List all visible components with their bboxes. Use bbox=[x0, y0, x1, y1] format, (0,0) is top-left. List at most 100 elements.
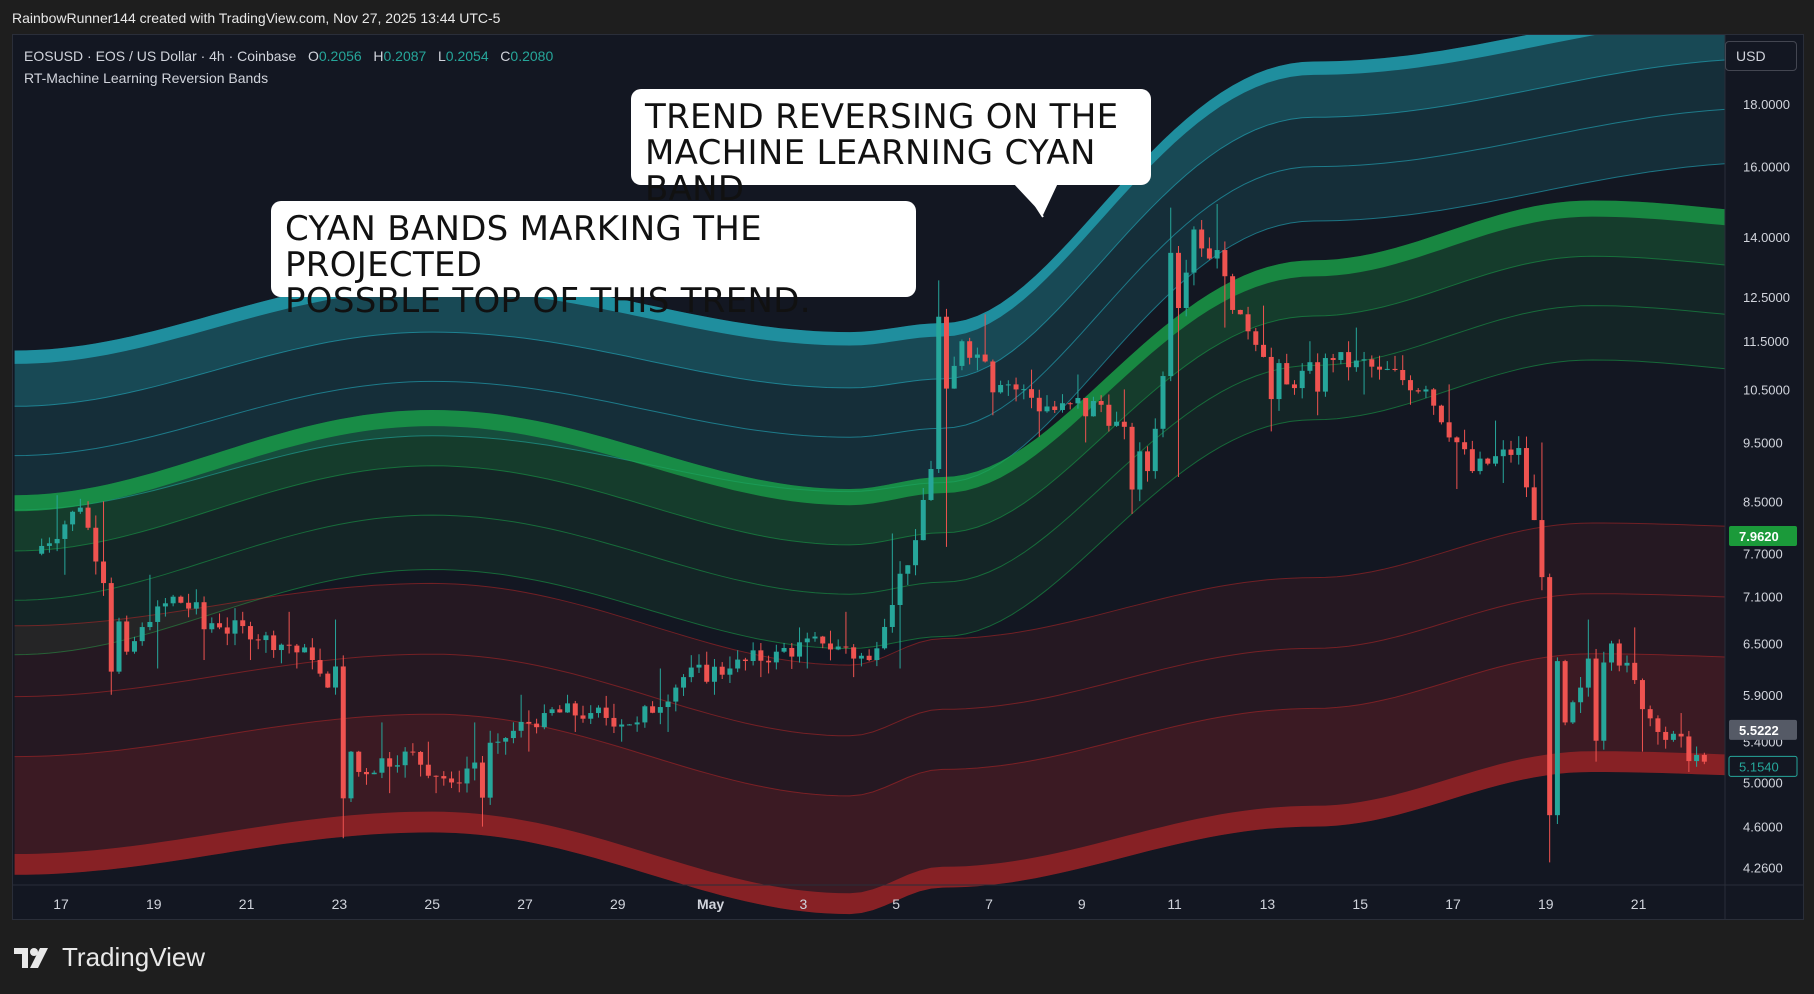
candle-body bbox=[1299, 370, 1305, 389]
candle-body bbox=[1253, 331, 1259, 345]
candle-body bbox=[1245, 314, 1251, 332]
candle-body bbox=[1199, 229, 1205, 249]
candle-body bbox=[108, 583, 114, 672]
candle-body bbox=[588, 713, 594, 719]
candle-body bbox=[920, 499, 926, 541]
candle-body bbox=[348, 751, 354, 799]
y-tick-label: 8.5000 bbox=[1743, 494, 1783, 509]
candle-body bbox=[595, 707, 601, 714]
candle-body bbox=[827, 643, 833, 650]
x-tick-label: 17 bbox=[1445, 896, 1461, 912]
close-label: C bbox=[500, 48, 511, 64]
candle-body bbox=[193, 602, 199, 609]
candle-body bbox=[1346, 352, 1352, 368]
candle-body bbox=[812, 636, 818, 639]
candle-body bbox=[1137, 451, 1143, 490]
candle-body bbox=[688, 667, 694, 678]
candle-body bbox=[116, 621, 122, 672]
candle-body bbox=[1268, 356, 1274, 400]
y-tick-label: 9.5000 bbox=[1743, 435, 1783, 450]
candle-body bbox=[1639, 680, 1645, 710]
candle-body bbox=[858, 655, 864, 659]
candle-body bbox=[286, 644, 292, 646]
cyan-band-line bbox=[14, 57, 1803, 407]
candle-body bbox=[1315, 362, 1321, 392]
y-tick-label: 7.7000 bbox=[1743, 547, 1783, 562]
candle-body bbox=[735, 659, 741, 669]
candle-body bbox=[1500, 449, 1506, 457]
candle-body bbox=[1191, 229, 1197, 273]
x-tick-label: 13 bbox=[1260, 896, 1276, 912]
candle-body bbox=[46, 543, 52, 546]
x-tick-label: 17 bbox=[53, 896, 69, 912]
y-tick-label: 4.6000 bbox=[1743, 820, 1783, 835]
candle-body bbox=[410, 751, 416, 753]
candle-body bbox=[1585, 658, 1591, 688]
tradingview-logo[interactable]: TradingView bbox=[14, 942, 205, 973]
candle-body bbox=[1206, 248, 1212, 259]
y-tick-label: 4.2600 bbox=[1743, 860, 1783, 875]
candle-body bbox=[820, 636, 826, 644]
candle-body bbox=[773, 651, 779, 663]
candle-body bbox=[124, 621, 130, 652]
green-band-line bbox=[14, 305, 1803, 601]
candle-body bbox=[464, 768, 470, 784]
candle-body bbox=[1539, 520, 1545, 578]
candle-body bbox=[503, 738, 509, 742]
candle-body bbox=[1609, 643, 1615, 663]
candle-body bbox=[889, 604, 895, 627]
currency-button[interactable]: USD bbox=[1725, 41, 1797, 71]
y-tick-label: 16.0000 bbox=[1743, 159, 1790, 174]
candle-body bbox=[665, 701, 671, 708]
candle-body bbox=[750, 650, 756, 662]
candle-body bbox=[1183, 272, 1189, 309]
candle-body bbox=[1547, 577, 1553, 816]
callout-line: MACHINE LEARNING CYAN BAND bbox=[645, 133, 1096, 209]
candle-body bbox=[201, 602, 207, 630]
open-value: 0.2056 bbox=[318, 48, 362, 64]
price-label-text: 7.9620 bbox=[1739, 529, 1779, 544]
green-band-line bbox=[14, 359, 1803, 656]
cyan-band-area bbox=[14, 35, 1803, 510]
chart-pane[interactable]: 20.000018.000016.000014.000012.500011.50… bbox=[12, 34, 1804, 920]
candle-body bbox=[1632, 662, 1638, 681]
candle-body bbox=[263, 635, 269, 641]
indicator-title[interactable]: RT-Machine Learning Reversion Bands bbox=[24, 70, 269, 86]
x-tick-label: 15 bbox=[1352, 896, 1368, 912]
high-value: 0.2087 bbox=[383, 48, 427, 64]
callout-line: POSSBLE TOP OF THIS TREND. bbox=[285, 281, 811, 321]
candle-body bbox=[1322, 358, 1328, 392]
candle-body bbox=[990, 361, 996, 393]
candle-body bbox=[650, 706, 656, 713]
candle-body bbox=[1005, 384, 1011, 386]
candle-body bbox=[1578, 687, 1584, 703]
candle-body bbox=[93, 527, 99, 562]
candle-body bbox=[1407, 380, 1413, 391]
candle-body bbox=[673, 687, 679, 702]
candle-body bbox=[611, 717, 617, 727]
candle-body bbox=[1523, 448, 1529, 488]
candle-body bbox=[441, 776, 447, 779]
x-tick-label: 7 bbox=[985, 896, 993, 912]
callout-pointer-line bbox=[1020, 182, 1044, 218]
candle-body bbox=[1106, 404, 1112, 426]
low-label: L bbox=[438, 48, 446, 64]
candle-body bbox=[178, 596, 184, 603]
candle-body bbox=[1423, 389, 1429, 392]
candle-body bbox=[1624, 662, 1630, 666]
candle-body bbox=[1230, 276, 1236, 310]
y-tick-label: 11.5000 bbox=[1743, 334, 1789, 349]
candle-body bbox=[905, 565, 911, 574]
candle-body bbox=[526, 721, 532, 724]
attribution: RainbowRunner144 created with TradingVie… bbox=[12, 10, 501, 26]
candle-body bbox=[101, 561, 107, 584]
candle-body bbox=[433, 775, 439, 777]
candle-body bbox=[39, 545, 45, 554]
candle-body bbox=[1462, 442, 1468, 450]
symbol-title[interactable]: EOSUSD · EOS / US Dollar · 4h · Coinbase bbox=[24, 48, 297, 64]
candle-body bbox=[139, 627, 145, 642]
candle-body bbox=[1067, 403, 1073, 405]
candle-body bbox=[1477, 458, 1483, 472]
candle-body bbox=[766, 660, 772, 663]
x-tick-label: 27 bbox=[517, 896, 533, 912]
